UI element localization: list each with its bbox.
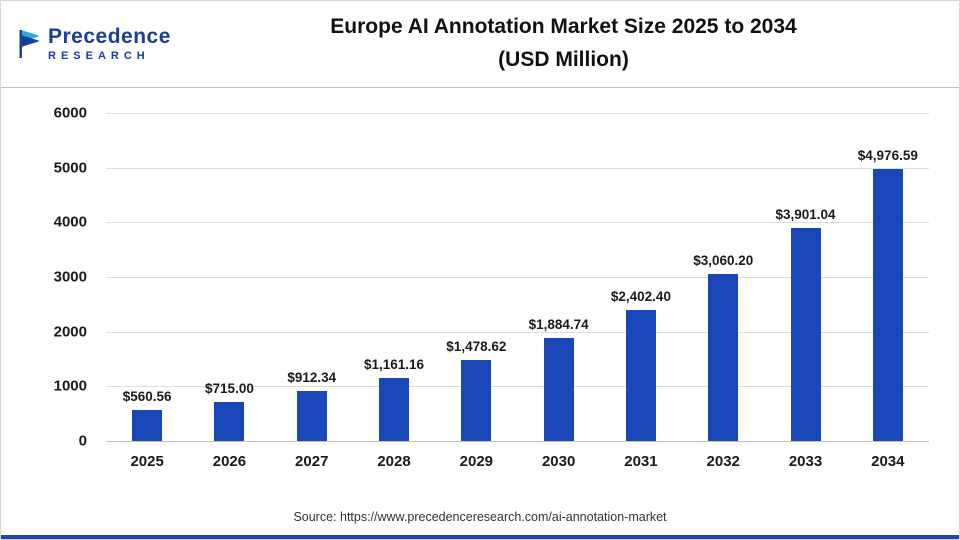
bar-group-2033: $3,901.04 [764,113,846,441]
bar-2032 [708,273,739,441]
y-tick-label-5000: 5000 [53,159,87,177]
chart-title: Europe AI Annotation Market Size 2025 to… [186,11,959,76]
y-tick-label-2000: 2000 [53,323,87,341]
x-axis-labels: 2025 2026 2027 2028 2029 2030 2031 2032 2033 2034 [106,453,929,477]
x-tick-label-2032: 2032 [706,453,740,470]
logo-wordmark: Precedence [48,24,171,48]
header: Precedence RESEARCH Europe AI Annotation… [1,1,959,88]
x-tick-label-2025: 2025 [130,453,164,470]
bar-group-2032: $3,060.20 [682,113,764,441]
y-tick-label-6000: 6000 [53,104,87,122]
bar-2025 [132,410,163,441]
x-axis-line [106,441,929,442]
logo-text: Precedence RESEARCH [48,24,171,63]
x-tick-label-2033: 2033 [788,453,823,470]
chart-title-line-1: Europe AI Annotation Market Size 2025 to… [330,15,797,39]
bar-value-label-2033: $3,901.04 [775,206,836,222]
source-text: Source: https://www.precedenceresearch.c… [293,510,667,524]
bar-value-label-2030: $1,884.74 [528,316,589,332]
y-tick-label-3000: 3000 [53,268,87,286]
gridline [106,331,929,333]
x-tick-label-2028: 2028 [377,453,411,470]
bar-value-label-2028: $1,161.16 [364,356,425,372]
bar-group-2030: $1,884.74 [517,113,599,441]
x-tick-label-2031: 2031 [624,453,658,470]
bar-2029 [461,360,492,441]
bars-container: $560.56 $715.00 $912.34 $1,161.16 $1,478.62 $… [106,113,929,441]
bar-value-label-2026: $715.00 [205,380,254,396]
bar-value-label-2031: $2,402.40 [610,288,671,304]
bar-value-label-2027: $912.34 [287,370,337,386]
y-tick-label-4000: 4000 [53,213,87,231]
bottom-accent-bar [1,535,959,539]
gridline [106,277,929,278]
x-tick-label-2026: 2026 [212,453,247,470]
bar-group-2029: $1,478.62 [435,113,517,441]
logo-flag-icon [19,29,40,58]
bar-2027 [296,391,327,441]
bar-2033 [790,227,821,441]
precedence-research-logo: Precedence RESEARCH [1,24,186,63]
bar-value-label-2034: $4,976.59 [857,147,918,163]
gridline [106,167,929,169]
chart-title-line-2: (USD Million) [498,48,629,71]
gridline [106,222,929,224]
bar-2030 [543,337,574,441]
bar-group-2027: $912.34 [271,113,353,441]
bar-group-2025: $560.56 [106,113,188,441]
bar-group-2028: $1,161.16 [353,113,435,441]
x-tick-label-2027: 2027 [295,453,329,470]
x-tick-label-2030: 2030 [541,453,576,470]
plot-area: $560.56 $715.00 $912.34 $1,161.16 $1,478.62 $… [106,113,929,442]
bar-value-label-2032: $3,060.20 [693,252,754,268]
bar-group-2034: $4,976.59 [847,113,929,441]
x-tick-label-2034: 2034 [871,453,905,470]
bar-value-label-2029: $1,478.62 [446,339,507,355]
gridline [106,386,929,388]
bar-group-2031: $2,402.40 [600,113,682,441]
bar-2031 [625,309,656,441]
bar-2034 [872,168,903,441]
y-axis-labels: 0 1000 2000 3000 4000 5000 6000 [1,105,97,450]
y-tick-label-1000: 1000 [53,377,87,395]
bar-group-2026: $715.00 [188,113,270,441]
bar-2028 [379,377,410,441]
bar-2026 [214,401,245,441]
x-tick-label-2029: 2029 [459,453,494,470]
bar-value-label-2025: $560.56 [122,389,172,405]
gridline [106,113,929,114]
y-tick-label-0: 0 [78,432,87,450]
logo-subtitle: RESEARCH [48,50,150,63]
